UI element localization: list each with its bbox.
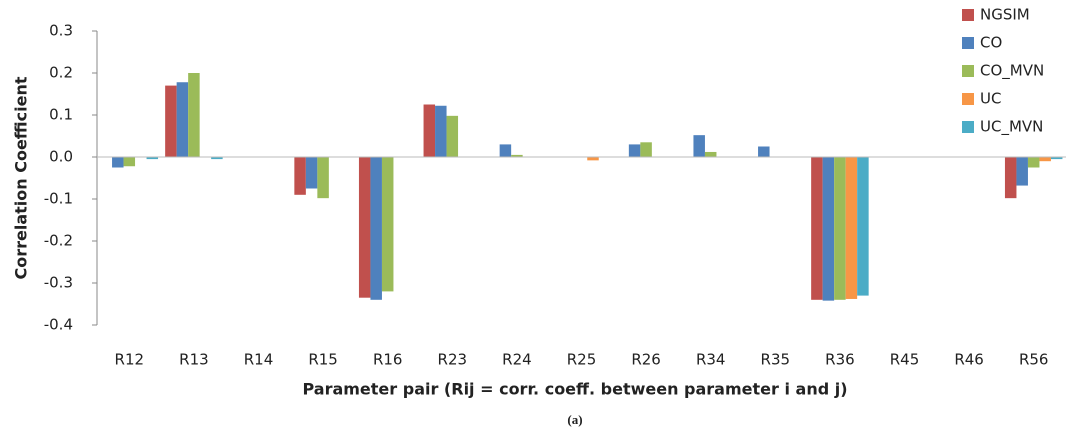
x-tick-label: R35	[761, 351, 791, 369]
x-tick-label: R23	[438, 351, 468, 369]
bar	[381, 157, 394, 292]
bar	[628, 144, 641, 157]
bar	[511, 154, 523, 157]
caption: (a)	[567, 412, 582, 427]
legend-label: UC	[980, 90, 1001, 108]
bar	[822, 157, 835, 301]
y-axis-title: Correlation Coefficient	[12, 76, 31, 279]
x-tick-label: R46	[954, 351, 984, 369]
x-tick-label: R15	[308, 351, 338, 369]
bar	[1039, 157, 1051, 162]
x-tick-label: R25	[567, 351, 597, 369]
bar	[370, 157, 382, 300]
bar	[857, 157, 869, 296]
legend-swatch	[962, 93, 974, 105]
x-tick-label: R56	[1019, 351, 1049, 369]
x-tick-label: R34	[696, 351, 726, 369]
bar	[123, 157, 136, 167]
bar	[811, 157, 823, 300]
y-tick-label: 0.2	[49, 64, 73, 82]
bar	[499, 144, 512, 157]
bar	[317, 157, 329, 199]
x-tick-label: R36	[825, 351, 855, 369]
bar	[305, 157, 318, 189]
bar	[358, 157, 371, 298]
y-tick-label: -0.3	[44, 274, 73, 292]
legend-swatch	[962, 65, 974, 77]
bar	[1004, 157, 1017, 199]
bar	[188, 73, 200, 157]
bar	[294, 157, 306, 195]
y-tick-label: -0.1	[44, 190, 73, 208]
legend-swatch	[962, 9, 974, 21]
bar	[112, 157, 124, 168]
x-tick-label: R24	[502, 351, 532, 369]
legend-label: UC_MVN	[980, 118, 1043, 137]
bar	[146, 157, 159, 160]
legend-swatch	[962, 37, 974, 49]
bar	[435, 105, 447, 157]
x-axis-title: Parameter pair (Rij = corr. coeff. betwe…	[302, 380, 847, 399]
bar	[834, 157, 846, 300]
legend-label: CO	[980, 34, 1002, 52]
bar	[758, 146, 770, 157]
y-tick-label: 0.0	[49, 148, 73, 166]
y-tick-label: -0.4	[44, 316, 73, 334]
x-tick-label: R26	[631, 351, 661, 369]
x-tick-label: R13	[179, 351, 209, 369]
x-tick-label: R14	[244, 351, 274, 369]
x-tick-label: R16	[373, 351, 403, 369]
bar	[587, 157, 599, 161]
y-tick-label: -0.2	[44, 232, 73, 250]
bar	[176, 82, 189, 157]
bar	[211, 157, 223, 160]
bar	[1027, 157, 1040, 168]
bar	[704, 151, 717, 157]
legend-swatch	[962, 121, 974, 133]
x-tick-label: R45	[890, 351, 920, 369]
bar	[165, 85, 177, 157]
legend-label: CO_MVN	[980, 62, 1044, 81]
bar	[845, 157, 858, 299]
bar	[423, 104, 436, 157]
legend-label: NGSIM	[980, 6, 1030, 24]
bar	[446, 115, 459, 157]
y-tick-label: 0.1	[49, 106, 73, 124]
bar	[1016, 157, 1028, 186]
bar	[1050, 157, 1063, 160]
x-tick-label: R12	[115, 351, 145, 369]
y-tick-label: 0.3	[49, 22, 73, 40]
bar	[640, 142, 652, 157]
bar	[693, 135, 705, 157]
